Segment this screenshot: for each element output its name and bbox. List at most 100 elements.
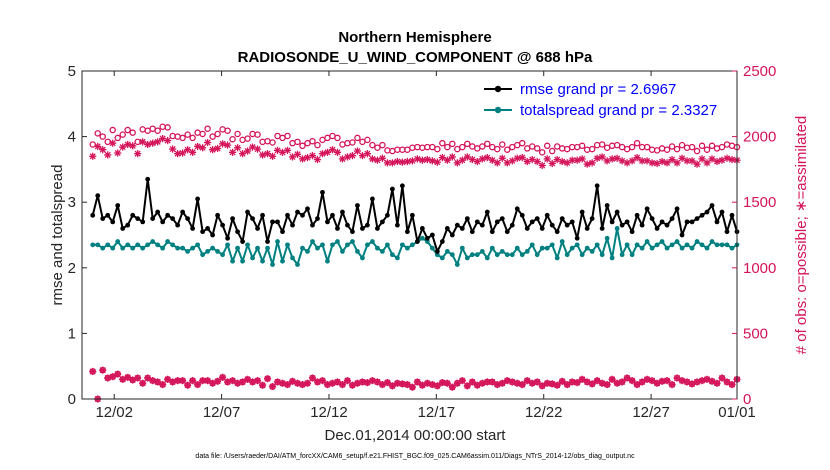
assimilated-obs-marker: [458, 156, 466, 164]
rmse-point: [514, 206, 520, 212]
assimilated-obs-marker: [179, 149, 187, 157]
assimilated-obs-marker-lower-stroke: [728, 381, 736, 388]
rmse-point: [424, 235, 430, 241]
assimilated-obs-marker: [478, 155, 486, 163]
rmse-point: [355, 203, 360, 208]
assimilated-obs-marker: [723, 154, 731, 162]
assimilated-obs-marker-lower-stroke: [539, 382, 546, 389]
assimilated-obs-marker-lower: [548, 380, 556, 388]
totalspread-point: [90, 242, 96, 248]
assimilated-obs-marker-lower: [718, 374, 726, 382]
assimilated-obs-marker-lower-stroke: [594, 377, 601, 384]
assimilated-obs-marker-lower: [223, 378, 232, 386]
possible-obs-marker: [314, 141, 321, 149]
assimilated-obs-marker-lower: [683, 378, 691, 386]
rmse-point: [260, 212, 265, 218]
assimilated-obs-marker-lower: [648, 377, 656, 385]
totalspread-point: [584, 245, 590, 251]
assimilated-obs-marker-stroke: [439, 154, 446, 161]
possible-obs-marker: [164, 124, 171, 131]
totalspread-point: [140, 245, 146, 251]
possible-obs-marker: [374, 144, 381, 152]
assimilated-obs-marker-lower-stroke: [239, 378, 246, 385]
assimilated-obs-marker-stroke: [674, 159, 681, 166]
rmse-point: [619, 222, 625, 228]
possible-obs-marker: [673, 145, 681, 153]
assimilated-obs-marker-stroke: [499, 155, 506, 162]
rmse-point: [125, 222, 131, 228]
totalspread-point: [609, 255, 615, 261]
totalspread-point: [709, 239, 715, 244]
possible-obs-marker: [533, 145, 541, 152]
assimilated-obs-marker: [433, 158, 441, 166]
rmse-point: [459, 226, 465, 231]
totalspread-point: [694, 239, 700, 244]
rmse-point: [724, 229, 730, 235]
assimilated-obs-marker-stroke: [399, 159, 406, 166]
assimilated-obs-marker-lower: [613, 379, 621, 387]
assimilated-obs-marker-lower-stroke: [424, 380, 431, 387]
assimilated-obs-marker-stroke: [379, 155, 386, 162]
rmse-point: [350, 229, 355, 235]
assimilated-obs-marker-lower: [578, 375, 586, 383]
assimilated-obs-marker: [673, 159, 681, 167]
assimilated-obs-marker-stroke: [414, 155, 421, 162]
assimilated-obs-marker-stroke: [234, 144, 241, 151]
totalspread-point: [589, 249, 595, 254]
rmse-point: [414, 239, 420, 244]
totalspread-point: [260, 258, 265, 264]
rmse-point: [330, 212, 335, 218]
assimilated-obs-marker-stroke: [219, 140, 226, 147]
possible-obs-marker: [494, 145, 501, 153]
possible-obs-marker: [224, 127, 231, 134]
assimilated-obs-marker-lower: [458, 377, 466, 385]
assimilated-obs-marker-lower: [513, 379, 521, 387]
assimilated-obs-marker-stroke: [349, 152, 356, 159]
assimilated-obs-marker-lower-stroke: [414, 378, 421, 385]
assimilated-obs-marker-lower-stroke: [89, 368, 96, 375]
assimilated-obs-marker-lower-stroke: [284, 381, 291, 388]
assimilated-obs-marker: [403, 157, 411, 166]
rmse-point: [654, 226, 660, 231]
assimilated-obs-marker-lower: [149, 377, 157, 385]
assimilated-obs-marker-lower-stroke: [309, 374, 316, 382]
assimilated-obs-marker: [628, 157, 636, 165]
assimilated-obs-marker-lower-stroke: [179, 377, 186, 384]
totalspread-point: [125, 242, 131, 248]
totalspread-point: [160, 245, 166, 251]
assimilated-obs-marker-lower: [383, 379, 392, 387]
assimilated-obs-marker-stroke: [314, 156, 321, 163]
assimilated-obs-marker-lower: [248, 378, 257, 386]
rmse-point: [385, 212, 390, 218]
x-tick-label: 12/27: [632, 404, 670, 421]
totalspread-point: [130, 245, 136, 251]
assimilated-obs-marker: [418, 156, 426, 164]
possible-obs-marker: [688, 143, 696, 151]
assimilated-obs-marker-lower: [448, 383, 456, 391]
assimilated-obs-marker: [134, 150, 142, 158]
rmse-point: [245, 209, 250, 215]
assimilated-obs-marker-stroke: [114, 149, 121, 157]
rmse-point: [285, 212, 290, 218]
assimilated-obs-marker: [194, 142, 202, 151]
assimilated-obs-marker-lower-stroke: [114, 371, 121, 378]
assimilated-obs-marker-lower-stroke: [629, 377, 636, 384]
y-tick-label-right: 2000: [743, 129, 776, 146]
rmse-point: [589, 216, 595, 222]
assimilated-obs-marker-stroke: [698, 155, 706, 162]
rmse-point: [230, 216, 235, 222]
assimilated-obs-marker-lower: [243, 375, 252, 383]
legend-box: [478, 76, 730, 120]
rmse-line: [91, 178, 738, 253]
assimilated-obs-marker-lower-stroke: [713, 380, 721, 387]
y-axis-label-right: # of obs: o=possible; ∗=assimilated: [793, 116, 810, 355]
possible-obs-marker: [129, 129, 136, 136]
assimilated-obs-marker-stroke: [469, 156, 476, 163]
possible-obs-marker: [588, 145, 596, 153]
y-tick-label-right: 1000: [743, 260, 776, 277]
assimilated-obs-marker-lower: [164, 375, 172, 383]
assimilated-obs-marker-lower-stroke: [509, 378, 516, 385]
assimilated-obs-marker-lower: [398, 380, 406, 388]
assimilated-obs-marker-stroke: [723, 155, 731, 162]
totalspread-point: [155, 242, 161, 248]
